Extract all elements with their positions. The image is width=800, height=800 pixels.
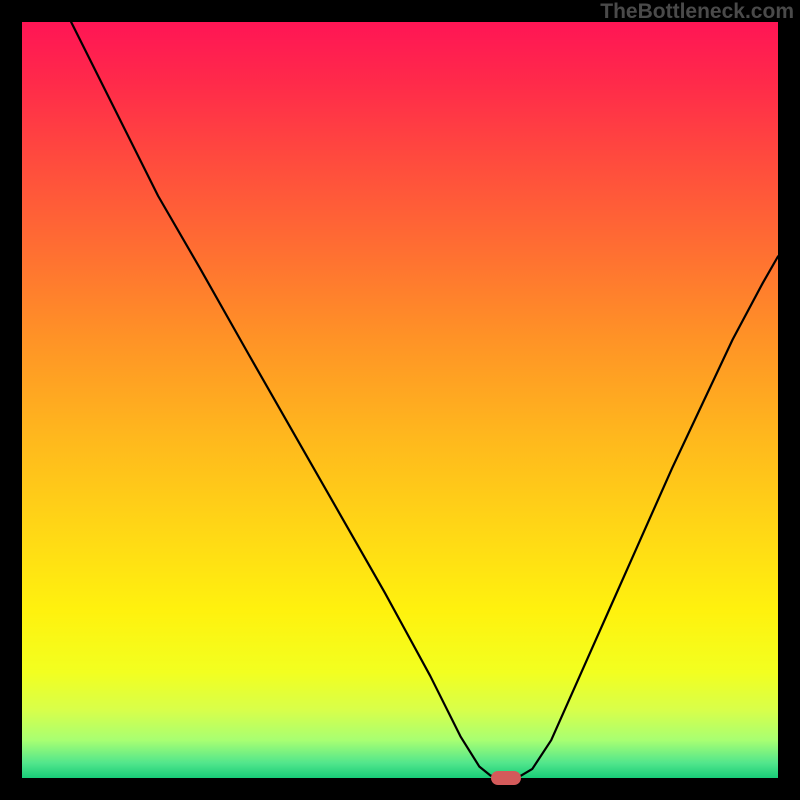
optimal-range-marker [491,771,521,785]
chart-container: TheBottleneck.com [0,0,800,800]
watermark-text: TheBottleneck.com [600,0,794,24]
plot-background [22,22,778,778]
